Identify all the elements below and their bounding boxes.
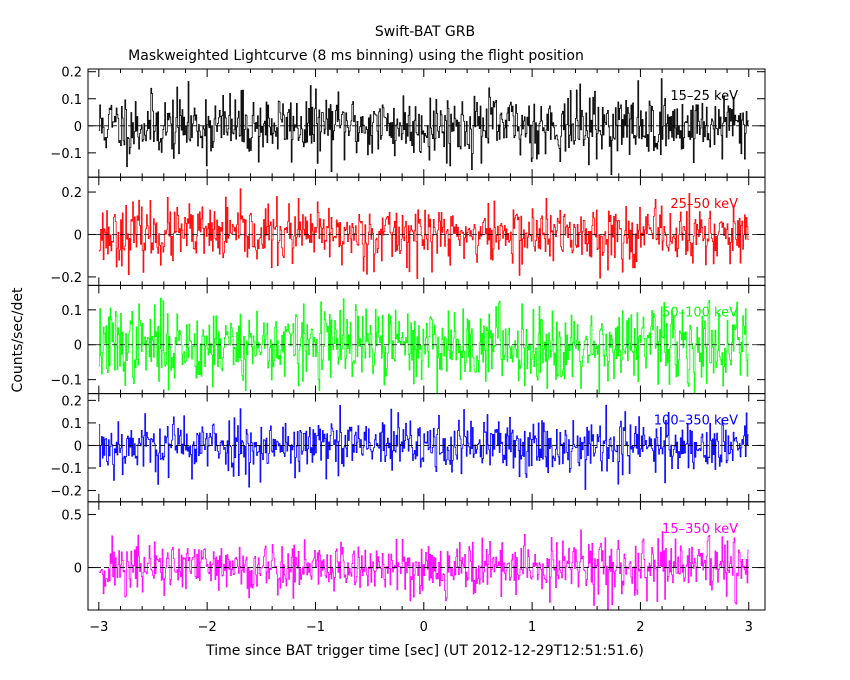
series-line-1 — [98, 78, 749, 176]
panel-frame — [87, 501, 766, 611]
band-label: 15–350 keV — [662, 522, 738, 537]
x-tick-label: −3 — [89, 620, 108, 635]
y-tick-label: 0.2 — [61, 66, 82, 81]
panel-2: −0.2 0 0.2 25–50 keV — [50, 176, 766, 286]
x-tick-label: 3 — [745, 620, 753, 635]
y-tick-label: 0.2 — [61, 394, 82, 409]
band-label: 50–100 keV — [662, 305, 738, 320]
series-line-2 — [98, 188, 749, 279]
y-tick-label: −0.1 — [50, 374, 82, 389]
y-tick-label: 0 — [74, 339, 82, 354]
y-tick-label: 0.1 — [61, 93, 82, 108]
y-tick-label: −0.2 — [50, 485, 82, 500]
y-tick-label: 0.5 — [61, 509, 82, 524]
panel-4: −0.2 −0.1 0 0.1 0.2 100–350 keV — [50, 393, 766, 503]
panel-stack: −0.100.10.215–25 keV−0.200.225–50 keV−0.… — [50, 66, 766, 611]
x-axis: −3 −2 −1 0 1 2 3 — [89, 620, 753, 635]
series-line-3 — [98, 297, 749, 394]
chart-title: Swift-BAT GRB — [375, 24, 475, 40]
band-label: 100–350 keV — [654, 414, 738, 429]
y-axis-label: Counts/sec/det — [10, 287, 26, 392]
panel-1: −0.1 0 0.1 0.2 15–25 keV — [50, 66, 766, 178]
series-line-5 — [98, 529, 749, 610]
band-label: 15–25 keV — [670, 89, 738, 104]
panel-5: 0 0.5 15–350 keV — [61, 501, 766, 611]
y-tick-label: 0 — [74, 562, 82, 577]
x-axis-label: Time since BAT trigger time [sec] (UT 20… — [205, 643, 644, 659]
y-tick-label: 0 — [74, 439, 82, 454]
x-tick-label: −2 — [198, 620, 217, 635]
chart-subtitle: Maskweighted Lightcurve (8 ms binning) u… — [128, 48, 584, 64]
series-line-4 — [98, 404, 749, 490]
x-tick-label: −1 — [306, 620, 325, 635]
panel-3: −0.1 0 0.1 50–100 keV — [50, 284, 766, 395]
y-tick-label: −0.2 — [50, 271, 82, 286]
y-tick-label: 0 — [74, 228, 82, 243]
y-tick-label: 0.2 — [61, 186, 82, 201]
y-tick-label: 0 — [74, 120, 82, 135]
y-tick-label: 0.1 — [61, 417, 82, 432]
x-tick-label: 1 — [528, 620, 536, 635]
band-label: 25–50 keV — [670, 197, 738, 212]
y-tick-label: −0.1 — [50, 147, 82, 162]
y-tick-label: 0.1 — [61, 304, 82, 319]
x-tick-label: 2 — [636, 620, 644, 635]
x-tick-label: 0 — [420, 620, 428, 635]
y-tick-label: −0.1 — [50, 462, 82, 477]
